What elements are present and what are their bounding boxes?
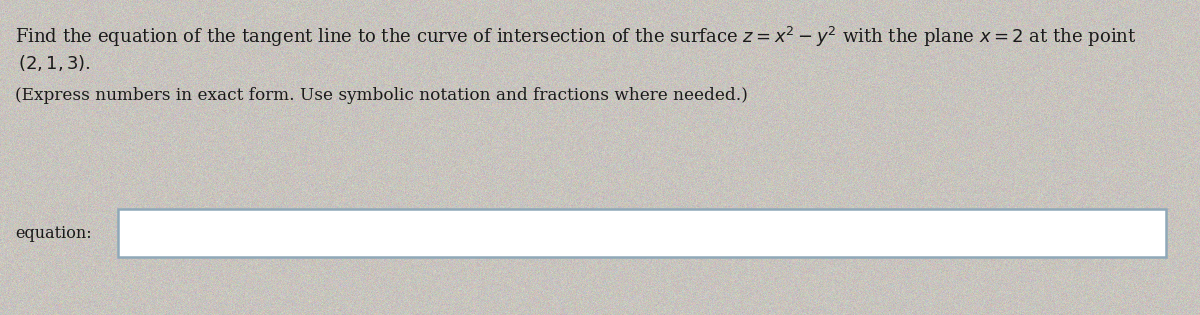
Text: $(2, 1, 3)$.: $(2, 1, 3)$.: [18, 53, 91, 73]
Text: equation:: equation:: [14, 225, 91, 242]
Text: (Express numbers in exact form. Use symbolic notation and fractions where needed: (Express numbers in exact form. Use symb…: [14, 87, 748, 104]
FancyBboxPatch shape: [118, 209, 1166, 257]
Text: Find the equation of the tangent line to the curve of intersection of the surfac: Find the equation of the tangent line to…: [14, 25, 1136, 49]
